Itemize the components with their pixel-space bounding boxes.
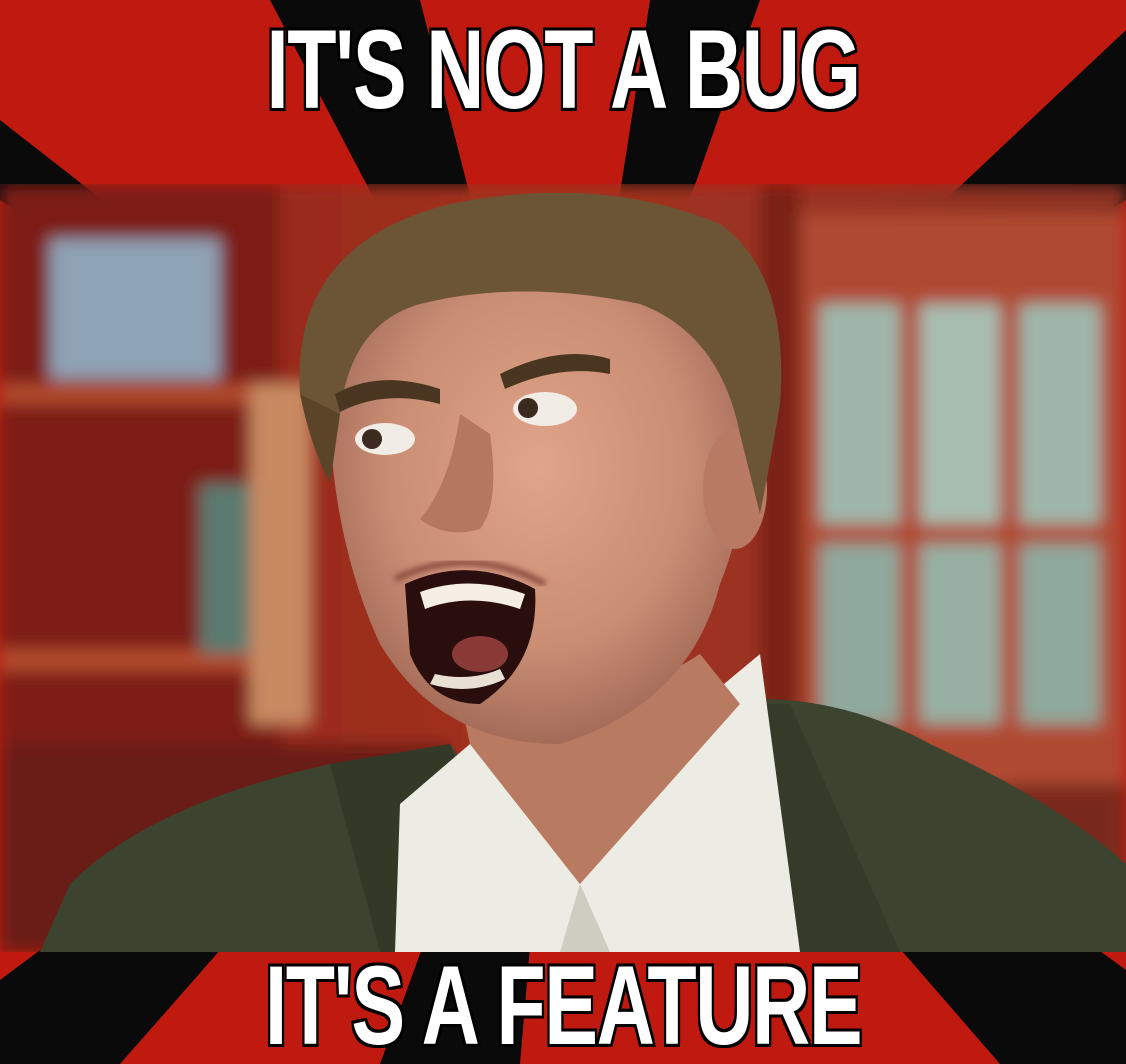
nose (420, 414, 494, 533)
bottom-caption: IT'S A FEATURE (263, 943, 865, 1064)
left-eyebrow (335, 380, 440, 412)
top-caption: IT'S NOT A BUG (264, 7, 863, 132)
hair (299, 192, 782, 514)
right-eyebrow (500, 354, 610, 389)
photo-angry-man (0, 184, 1126, 952)
